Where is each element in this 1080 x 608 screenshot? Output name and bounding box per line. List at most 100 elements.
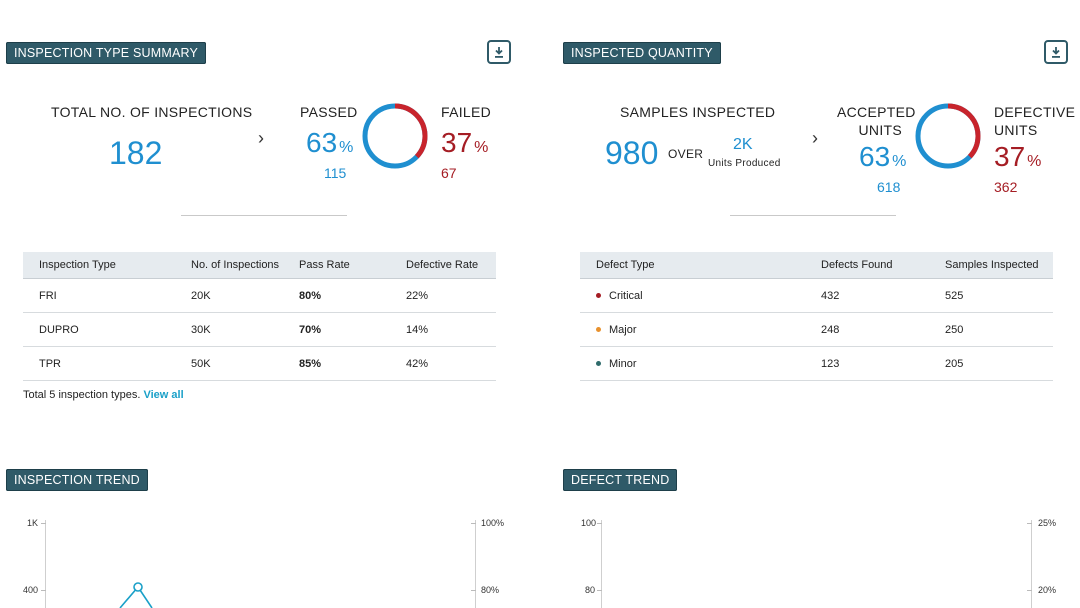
inspected-quantity-title: INSPECTED QUANTITY: [563, 42, 721, 64]
accepted-count: 618: [877, 179, 901, 195]
left-axis: [45, 520, 46, 608]
failed-label: FAILED: [441, 104, 492, 120]
cell-type: FRI: [23, 278, 175, 313]
download-inspection-summary-button[interactable]: [487, 40, 511, 64]
units-produced-value: 2K: [733, 136, 753, 153]
table-row: Major 248 250: [580, 312, 1053, 347]
passed-label: PASSED: [300, 104, 358, 120]
left-axis: [601, 520, 602, 608]
right-tick-label: 25%: [1038, 518, 1057, 528]
table-header-row: Inspection Type No. of Inspections Pass …: [23, 252, 496, 279]
cell-defect-type: Major: [580, 312, 805, 347]
col-defects-found: Defects Found: [805, 252, 929, 279]
table-row: Minor 123 205: [580, 346, 1053, 381]
inspection-trend-title: INSPECTION TREND: [6, 469, 148, 491]
right-axis: [1031, 520, 1032, 608]
defect-type-label: Major: [609, 323, 637, 336]
units-produced-label: Units Produced: [708, 158, 781, 169]
trend-data-point[interactable]: [133, 582, 143, 592]
cell-defective-rate: 14%: [390, 312, 496, 347]
tick: [471, 590, 476, 591]
divider: [730, 215, 896, 216]
col-defect-type: Defect Type: [580, 252, 805, 279]
cell-pass-rate: 80%: [283, 278, 390, 313]
col-samples-inspected: Samples Inspected: [929, 252, 1053, 279]
cell-defects-found: 432: [805, 278, 929, 313]
right-tick-label: 80%: [481, 585, 500, 595]
col-pass-rate: Pass Rate: [283, 252, 390, 279]
defective-label-line2: UNITS: [994, 122, 1038, 138]
chevron-right-icon: ›: [258, 128, 264, 148]
col-defective-rate: Defective Rate: [390, 252, 496, 279]
right-tick-label: 100%: [481, 518, 505, 528]
cell-pass-rate: 70%: [283, 312, 390, 347]
table-row: TPR 50K 85% 42%: [23, 346, 496, 381]
passed-percent: 63%: [306, 127, 354, 158]
over-label: OVER: [668, 147, 704, 161]
inspection-type-summary-panel: INSPECTION TYPE SUMMARY TOTAL NO. OF INS…: [0, 0, 530, 430]
cell-defects-found: 123: [805, 346, 929, 381]
inspection-types-footer: Total 5 inspection types. View all: [23, 389, 184, 401]
inspection-type-summary-title: INSPECTION TYPE SUMMARY: [6, 42, 207, 64]
tick: [597, 590, 602, 591]
defect-type-label: Minor: [609, 357, 637, 370]
critical-dot-icon: [596, 293, 601, 299]
table-header-row: Defect Type Defects Found Samples Inspec…: [580, 252, 1053, 279]
cell-type: TPR: [23, 346, 175, 381]
inspection-type-table: Inspection Type No. of Inspections Pass …: [23, 252, 496, 381]
cell-count: 20K: [175, 278, 283, 313]
failed-percent: 37%: [441, 127, 489, 158]
left-tick-label: 400: [23, 585, 39, 595]
samples-inspected-label: SAMPLES INSPECTED: [620, 104, 776, 120]
donut-fail-arc: [362, 103, 428, 169]
download-inspected-quantity-button[interactable]: [1044, 40, 1068, 64]
download-icon: [495, 47, 503, 58]
samples-inspected-value: 980: [605, 135, 659, 171]
cell-defective-rate: 42%: [390, 346, 496, 381]
total-inspections-value: 182: [109, 135, 163, 171]
cell-defective-rate: 22%: [390, 278, 496, 313]
cell-samples: 250: [929, 312, 1053, 347]
tick: [597, 523, 602, 524]
cell-samples: 205: [929, 346, 1053, 381]
accepted-defective-donut: [915, 103, 981, 169]
table-row: FRI 20K 80% 22%: [23, 278, 496, 313]
right-tick-label: 20%: [1038, 585, 1057, 595]
defect-type-label: Critical: [609, 289, 643, 302]
tick: [41, 590, 46, 591]
right-axis: [475, 520, 476, 608]
total-inspections-label: TOTAL NO. OF INSPECTIONS: [51, 104, 253, 120]
pass-fail-donut: [362, 103, 428, 169]
inspected-quantity-panel: INSPECTED QUANTITY SAMPLES INSPECTED 980…: [556, 0, 1080, 430]
tick: [1027, 590, 1032, 591]
view-all-link[interactable]: View all: [143, 389, 184, 401]
col-no-of-inspections: No. of Inspections: [175, 252, 283, 279]
failed-count: 67: [441, 165, 457, 181]
accepted-units-label: ACCEPTED UNITS: [837, 104, 916, 138]
defective-label-line1: DEFECTIVE: [994, 104, 1076, 120]
minor-dot-icon: [596, 361, 601, 367]
defect-trend-title: DEFECT TREND: [563, 469, 678, 491]
footer-text: Total 5 inspection types.: [23, 389, 141, 401]
cell-type: DUPRO: [23, 312, 175, 347]
accepted-label-line2: UNITS: [858, 122, 902, 138]
defect-type-table: Defect Type Defects Found Samples Inspec…: [580, 252, 1053, 381]
col-inspection-type: Inspection Type: [23, 252, 175, 279]
major-dot-icon: [596, 327, 601, 333]
divider: [181, 215, 347, 216]
tick: [471, 523, 476, 524]
passed-count: 115: [324, 165, 347, 181]
chevron-right-icon: ›: [812, 128, 818, 148]
cell-defect-type: Critical: [580, 278, 805, 313]
cell-defects-found: 248: [805, 312, 929, 347]
defective-units-label: DEFECTIVE UNITS: [994, 104, 1075, 138]
cell-count: 30K: [175, 312, 283, 347]
tick: [1027, 523, 1032, 524]
table-row: DUPRO 30K 70% 14%: [23, 312, 496, 347]
accepted-label-line1: ACCEPTED: [837, 104, 916, 120]
cell-samples: 525: [929, 278, 1053, 313]
accepted-percent: 63%: [859, 141, 907, 172]
left-tick-label: 100: [581, 518, 597, 528]
download-icon: [1052, 47, 1060, 58]
inspection-trend-line: [119, 582, 153, 608]
